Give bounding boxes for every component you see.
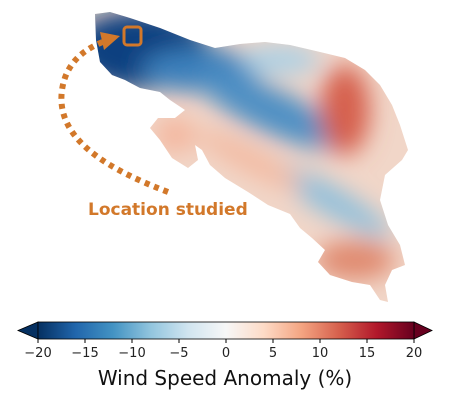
colorbar-extend-high	[413, 321, 433, 340]
annotation-arrow	[58, 37, 170, 195]
tick-label: −5	[169, 346, 188, 361]
colorbar: −20 −15 −10 −5 0 5 10 15 20	[16, 321, 433, 361]
colorbar-label: Wind Speed Anomaly (%)	[98, 366, 352, 390]
annotation: Location studied	[88, 200, 248, 220]
tick-label: −15	[71, 346, 98, 361]
map	[95, 12, 408, 302]
tick-label: 15	[359, 346, 376, 361]
tick-label: 20	[406, 346, 423, 361]
tick-label: −10	[118, 346, 145, 361]
colorbar-extend-low	[16, 321, 39, 340]
tick-label: 10	[312, 346, 329, 361]
location-marker	[122, 25, 143, 47]
tick-label: 0	[222, 346, 230, 361]
colorbar-body	[37, 321, 415, 340]
tick-label: 5	[269, 346, 277, 361]
arrow-head	[100, 32, 120, 50]
tick-label: −20	[24, 346, 51, 361]
